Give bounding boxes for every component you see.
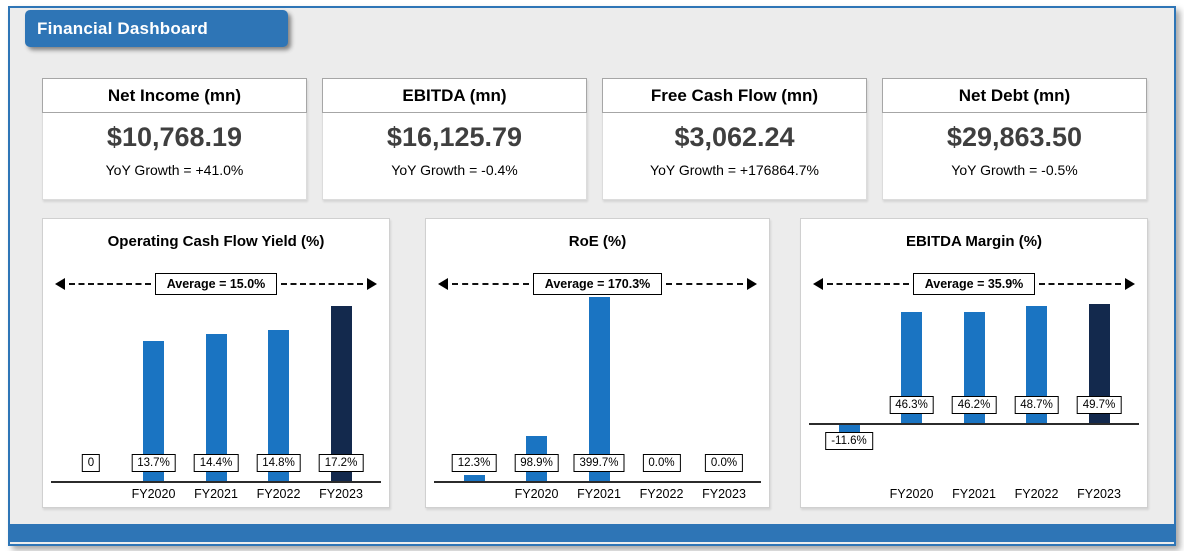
dashed-line bbox=[1039, 283, 1121, 285]
kpi-card-net-income: Net Income (mn) $10,768.19 YoY Growth = … bbox=[42, 78, 307, 200]
data-label: 14.4% bbox=[193, 454, 239, 472]
category-label: FY2021 bbox=[194, 487, 238, 501]
dashed-line bbox=[69, 283, 151, 285]
chart-panel-roe: RoE (%) Average = 170.3% 12.3% 98.9% FY202… bbox=[425, 218, 770, 508]
chart-title: EBITDA Margin (%) bbox=[905, 233, 1043, 250]
average-label: Average = 15.0% bbox=[154, 273, 278, 295]
data-label: 12.3% bbox=[451, 454, 497, 472]
bar-FY2021 bbox=[205, 334, 227, 481]
arrow-left-icon bbox=[813, 278, 823, 290]
category-label: FY2021 bbox=[952, 487, 996, 501]
average-line: Average = 35.9% bbox=[813, 271, 1135, 297]
category-label: FY2020 bbox=[131, 487, 176, 501]
chart-title: RoE (%) bbox=[568, 233, 627, 250]
chart-panel-ebitda-margin: EBITDA Margin (%) Average = 35.9% -11.6%… bbox=[800, 218, 1148, 508]
dashed-line bbox=[452, 283, 529, 285]
kpi-card-free-cash-flow: Free Cash Flow (mn) $3,062.24 YoY Growth… bbox=[602, 78, 867, 200]
kpi-card-net-debt: Net Debt (mn) $29,863.50 YoY Growth = -0… bbox=[882, 78, 1147, 200]
category-label: FY2022 bbox=[256, 487, 301, 501]
arrow-right-icon bbox=[367, 278, 377, 290]
category-label: FY2022 bbox=[1014, 487, 1059, 501]
arrow-right-icon bbox=[747, 278, 758, 290]
kpi-label: EBITDA (mn) bbox=[322, 78, 587, 113]
bottom-accent-bar bbox=[10, 524, 1174, 542]
chart-title: Operating Cash Flow Yield (%) bbox=[107, 233, 325, 250]
kpi-yoy-growth: YoY Growth = -0.5% bbox=[951, 162, 1078, 178]
chart-panel-operating-cash-flow-yield: Operating Cash Flow Yield (%) Average = … bbox=[42, 218, 390, 508]
average-line: Average = 170.3% bbox=[438, 271, 758, 297]
data-label: 48.7% bbox=[1014, 396, 1059, 414]
kpi-value: $10,768.19 bbox=[106, 122, 243, 152]
kpi-label: Free Cash Flow (mn) bbox=[602, 78, 867, 113]
category-label: FY2023 bbox=[702, 487, 746, 501]
page-title: Financial Dashboard bbox=[37, 18, 209, 38]
data-label: 46.3% bbox=[889, 396, 934, 414]
plot-area: -11.6% 46.3% FY2020 46.2% FY2021 48.7% FY2022 4… bbox=[801, 219, 1147, 507]
average-label: Average = 170.3% bbox=[532, 273, 663, 295]
bar-FY2022 bbox=[268, 330, 289, 481]
dashed-line bbox=[281, 283, 363, 285]
x-axis bbox=[434, 481, 761, 483]
data-label: 98.9% bbox=[514, 454, 559, 472]
category-label: FY2021 bbox=[577, 487, 621, 501]
kpi-value: $16,125.79 bbox=[386, 122, 523, 152]
dashboard-title-tab: Financial Dashboard bbox=[25, 10, 288, 47]
arrow-left-icon bbox=[55, 278, 65, 290]
data-label: 399.7% bbox=[573, 454, 625, 472]
category-label: FY2022 bbox=[639, 487, 684, 501]
data-label: 14.8% bbox=[256, 454, 301, 472]
category-label: FY2020 bbox=[514, 487, 559, 501]
bar-slot-0 bbox=[463, 475, 485, 481]
x-axis bbox=[809, 423, 1139, 425]
data-label: 17.2% bbox=[318, 454, 364, 472]
data-label: 46.2% bbox=[951, 396, 997, 414]
kpi-yoy-growth: YoY Growth = +41.0% bbox=[105, 162, 244, 178]
kpi-label: Net Debt (mn) bbox=[882, 78, 1147, 113]
data-label: 0.0% bbox=[642, 454, 681, 472]
bar-FY2023 bbox=[330, 305, 352, 481]
bar-FY2022 bbox=[1026, 306, 1047, 423]
kpi-card-ebitda: EBITDA (mn) $16,125.79 YoY Growth = -0.4… bbox=[322, 78, 587, 200]
data-label: 49.7% bbox=[1076, 396, 1122, 414]
dashed-line bbox=[666, 283, 744, 285]
bar-slot-0 bbox=[838, 425, 860, 434]
arrow-left-icon bbox=[438, 278, 448, 290]
x-axis bbox=[51, 481, 381, 483]
kpi-yoy-growth: YoY Growth = -0.4% bbox=[391, 162, 518, 178]
average-label: Average = 35.9% bbox=[912, 273, 1036, 295]
plot-area: 12.3% 98.9% FY2020 399.7% FY2021 0.0% FY2022 0.… bbox=[426, 219, 769, 507]
kpi-value: $3,062.24 bbox=[674, 122, 795, 152]
plot-area: 0 13.7% FY2020 14.4% FY2021 14.8% FY2022 17.2% F… bbox=[43, 219, 389, 507]
average-line: Average = 15.0% bbox=[55, 271, 377, 297]
kpi-value: $29,863.50 bbox=[946, 122, 1083, 152]
arrow-right-icon bbox=[1125, 278, 1135, 290]
bar-FY2023 bbox=[1088, 303, 1110, 423]
category-label: FY2023 bbox=[319, 487, 363, 501]
bar-FY2021 bbox=[588, 297, 610, 481]
data-label: 0.0% bbox=[704, 454, 744, 472]
data-label: -11.6% bbox=[825, 432, 873, 450]
dashed-line bbox=[827, 283, 909, 285]
kpi-yoy-growth: YoY Growth = +176864.7% bbox=[650, 162, 819, 178]
bar-FY2020 bbox=[901, 311, 922, 423]
data-label: 13.7% bbox=[131, 454, 176, 472]
bar-FY2020 bbox=[143, 341, 164, 481]
category-label: FY2023 bbox=[1077, 487, 1121, 501]
category-label: FY2020 bbox=[889, 487, 934, 501]
bar-FY2021 bbox=[963, 312, 985, 423]
kpi-label: Net Income (mn) bbox=[42, 78, 307, 113]
data-label: 0 bbox=[81, 454, 101, 472]
